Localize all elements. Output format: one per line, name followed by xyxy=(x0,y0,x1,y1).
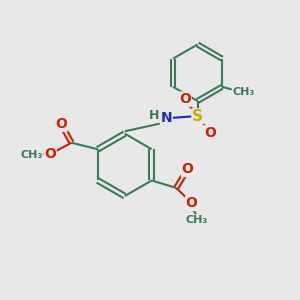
Text: S: S xyxy=(192,109,203,124)
Text: H: H xyxy=(149,109,159,122)
Text: O: O xyxy=(186,196,197,210)
Text: CH₃: CH₃ xyxy=(186,215,208,225)
Text: O: O xyxy=(204,126,216,140)
Text: O: O xyxy=(179,92,191,106)
Text: CH₃: CH₃ xyxy=(232,87,254,97)
Text: N: N xyxy=(160,111,172,125)
Text: O: O xyxy=(182,163,194,176)
Text: O: O xyxy=(44,147,56,161)
Text: CH₃: CH₃ xyxy=(20,151,42,160)
Text: O: O xyxy=(55,117,67,131)
